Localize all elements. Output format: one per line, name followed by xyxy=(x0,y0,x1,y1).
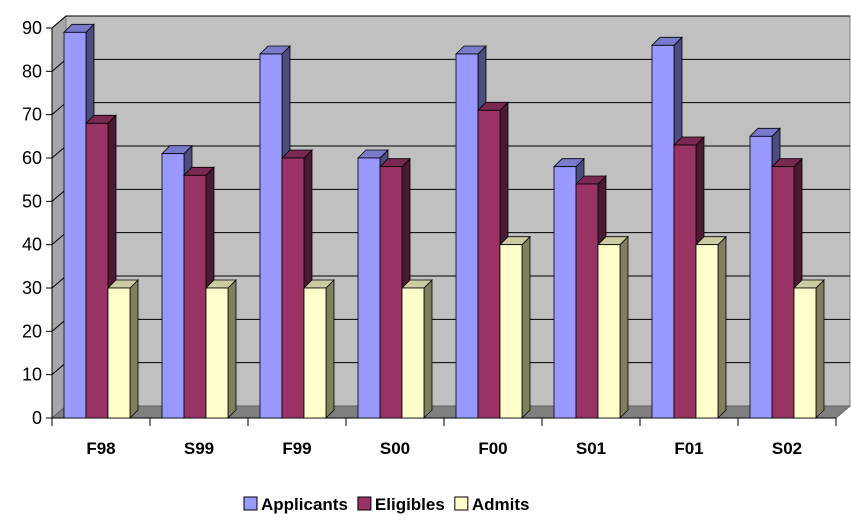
gridline xyxy=(51,15,850,29)
legend-label-applicants: Applicants xyxy=(261,495,348,514)
bar-admits-s99 xyxy=(205,287,229,419)
bar-applicants-f00 xyxy=(455,53,479,419)
bar-side-admits-f00 xyxy=(521,235,531,419)
y-tick-label: 40 xyxy=(22,235,42,255)
x-axis-ticks: F98 S99 F99 S00 F00 S01 F01 S02 xyxy=(86,439,802,458)
bar-applicants-f98 xyxy=(63,31,87,419)
x-tick-label: S00 xyxy=(380,439,410,458)
bar-admits-f99 xyxy=(303,287,327,419)
bar-admits-f00 xyxy=(499,244,523,419)
bar-applicants-s02 xyxy=(749,135,773,419)
bar-admits-s00 xyxy=(401,287,425,419)
legend-swatch-applicants xyxy=(243,496,258,511)
bar-side-admits-f98 xyxy=(129,279,139,419)
bar-applicants-s00 xyxy=(357,157,381,419)
legend: Applicants Eligibles Admits xyxy=(243,495,530,514)
y-tick-label: 70 xyxy=(22,105,42,125)
bar-applicants-f01 xyxy=(651,44,675,419)
bar-side-admits-s00 xyxy=(423,279,433,419)
bar-admits-f98 xyxy=(107,287,131,419)
bar-side-admits-s02 xyxy=(815,279,825,419)
bar-admits-s01 xyxy=(597,244,621,419)
bar-applicants-f99 xyxy=(259,53,283,419)
bar-applicants-s99 xyxy=(161,153,185,419)
bar-applicants-s01 xyxy=(553,166,577,419)
x-tick-label: F99 xyxy=(282,439,311,458)
legend-swatch-admits xyxy=(454,496,469,511)
legend-swatch-eligibles xyxy=(357,496,372,511)
bar-side-admits-f01 xyxy=(717,235,727,419)
bar-eligibles-s02 xyxy=(771,166,795,419)
bar-eligibles-f98 xyxy=(85,122,109,419)
y-tick-label: 50 xyxy=(22,191,42,211)
bars xyxy=(63,23,825,419)
x-tick-label: S01 xyxy=(576,439,606,458)
bar-side-admits-s99 xyxy=(227,279,237,419)
bar-side-admits-f99 xyxy=(325,279,335,419)
y-tick-label: 0 xyxy=(32,408,42,428)
y-tick-label: 10 xyxy=(22,365,42,385)
y-tick-label: 60 xyxy=(22,148,42,168)
bar-eligibles-s01 xyxy=(575,183,599,419)
x-tick-label: S02 xyxy=(772,439,802,458)
legend-label-eligibles: Eligibles xyxy=(375,495,445,514)
bar-side-admits-s01 xyxy=(619,235,629,419)
x-tick-label: S99 xyxy=(184,439,214,458)
y-tick-label: 30 xyxy=(22,278,42,298)
bar-eligibles-s99 xyxy=(183,174,207,419)
legend-label-admits: Admits xyxy=(472,495,530,514)
y-tick-label: 90 xyxy=(22,18,42,38)
y-tick-label: 20 xyxy=(22,321,42,341)
bar-admits-f01 xyxy=(695,244,719,419)
x-tick-label: F98 xyxy=(86,439,115,458)
x-tick-label: F01 xyxy=(674,439,703,458)
x-tick-label: F00 xyxy=(478,439,507,458)
bar-eligibles-f99 xyxy=(281,157,305,419)
bar-eligibles-s00 xyxy=(379,166,403,419)
bar-eligibles-f01 xyxy=(673,144,697,419)
bar-eligibles-f00 xyxy=(477,109,501,419)
y-axis-ticks: 0 10 20 30 40 50 60 70 80 90 xyxy=(22,18,42,428)
bar-admits-s02 xyxy=(793,287,817,419)
y-tick-label: 80 xyxy=(22,61,42,81)
